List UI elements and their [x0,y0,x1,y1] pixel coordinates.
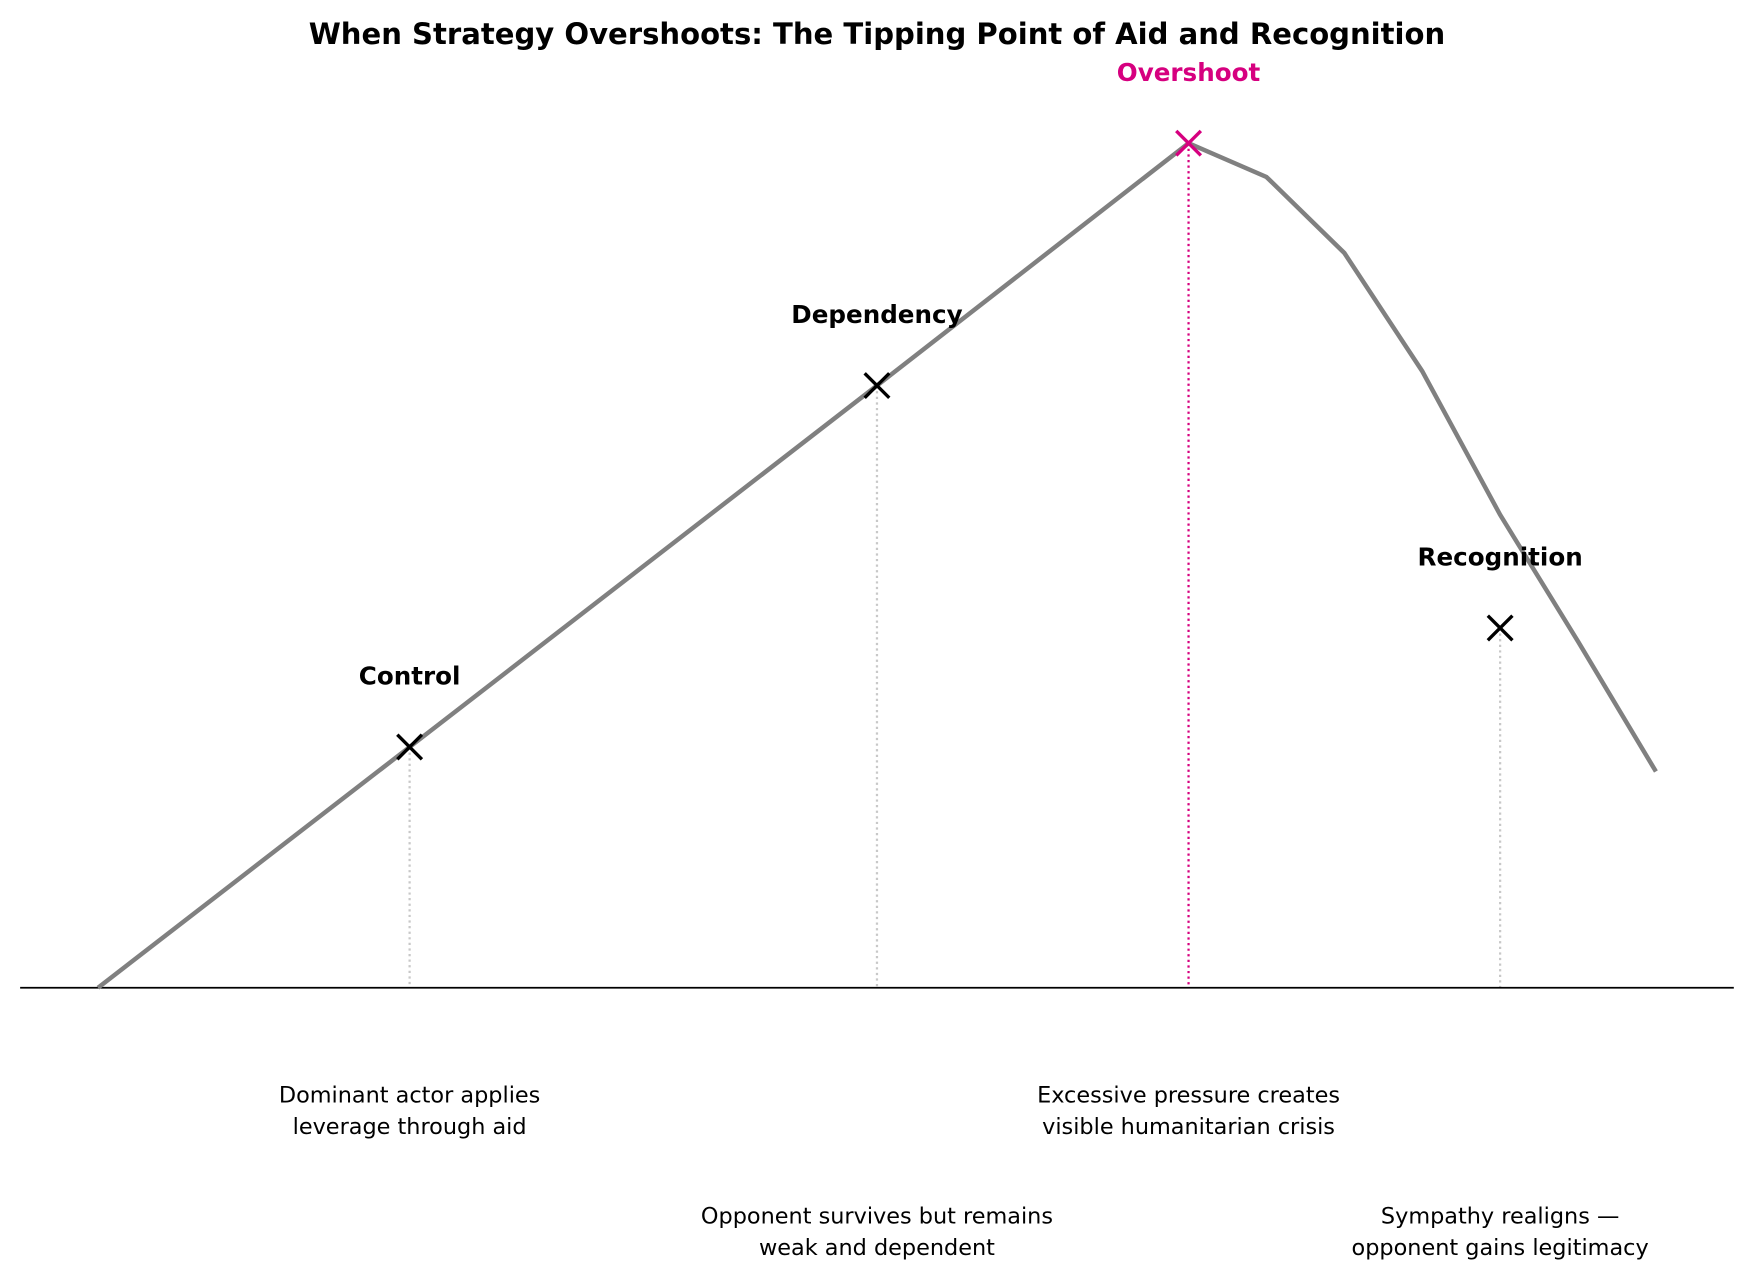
description: weak and dependent [759,1235,995,1261]
marker [396,733,424,761]
point-label: Control [359,662,461,691]
description: opponent gains legitimacy [1352,1235,1649,1261]
description: Opponent survives but remains [701,1204,1053,1230]
description: visible humanitarian crisis [1042,1114,1335,1140]
marker [1486,614,1514,642]
point-label: Dependency [791,300,962,329]
point-label: Recognition [1418,543,1583,572]
curve [96,140,1658,990]
point-label: Overshoot [1117,58,1261,87]
description: Excessive pressure creates [1037,1083,1340,1109]
chart-title: When Strategy Overshoots: The Tipping Po… [309,17,1445,51]
marker [1175,129,1203,157]
description: Sympathy realigns — [1381,1204,1619,1230]
description: Dominant actor applies [279,1083,540,1109]
marker [863,372,891,400]
description: leverage through aid [293,1114,527,1140]
